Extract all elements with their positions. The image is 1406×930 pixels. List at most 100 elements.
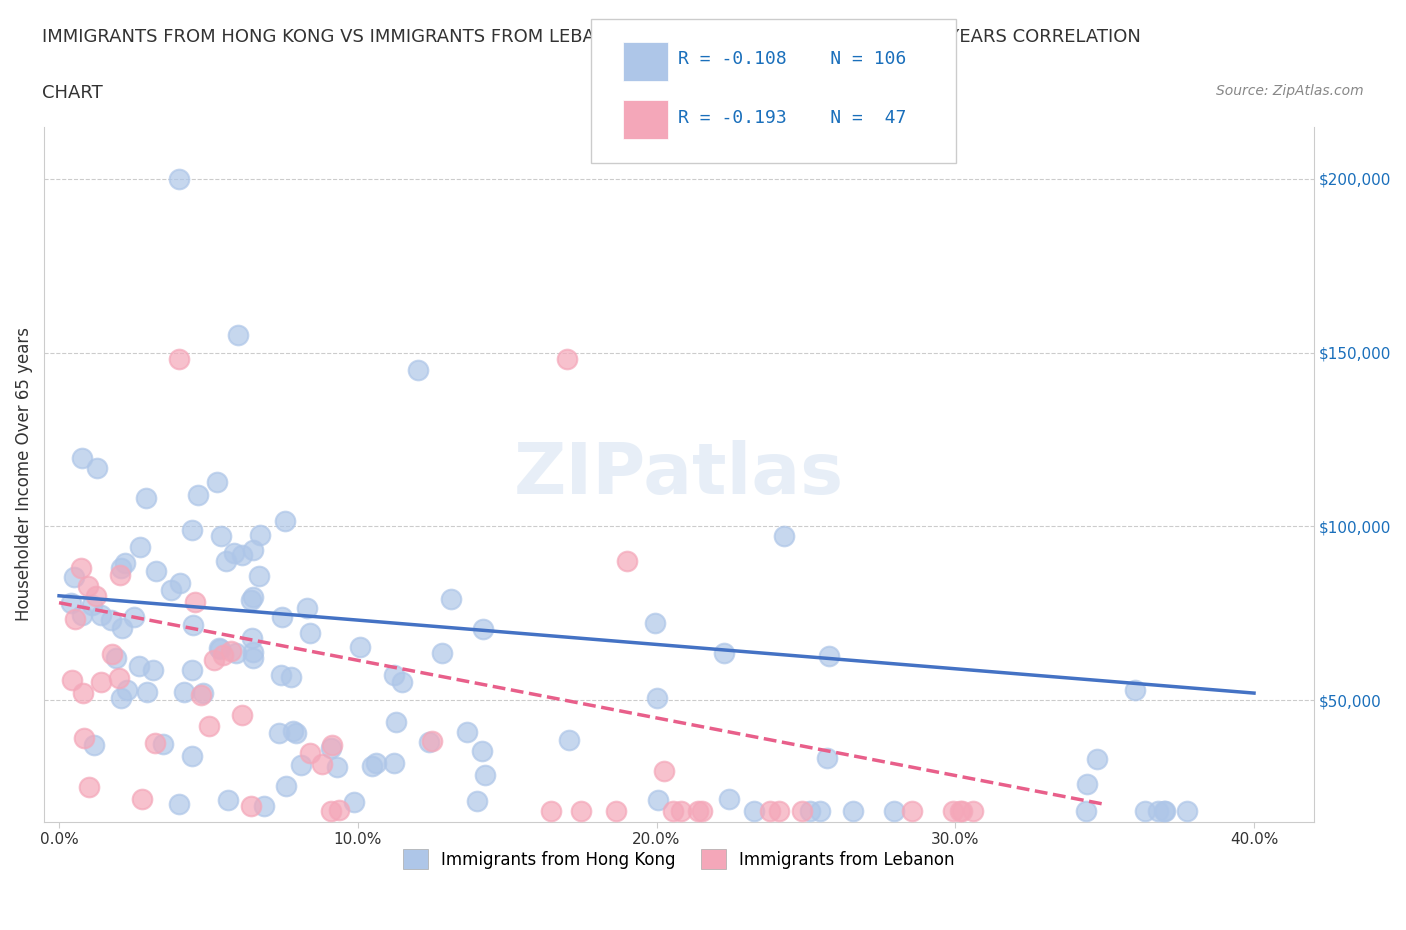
Text: CHART: CHART (42, 84, 103, 101)
Point (644, 616, 666, 631)
Text: Source: ZipAtlas.com: Source: ZipAtlas.com (1216, 84, 1364, 98)
Point (792, 804, 814, 818)
Point (744, 804, 766, 818)
Point (471, 743, 494, 758)
Point (202, 653, 225, 668)
Point (240, 798, 263, 813)
Point (382, 756, 405, 771)
Point (818, 648, 841, 663)
Point (1123, 683, 1146, 698)
Point (647, 792, 669, 807)
Point (360, 759, 382, 774)
Point (143, 736, 166, 751)
Point (1076, 777, 1098, 791)
Point (311, 756, 333, 771)
Point (883, 804, 905, 818)
Point (391, 674, 413, 689)
Point (117, 683, 139, 698)
Point (100, 612, 122, 627)
Point (128, 658, 150, 673)
Point (962, 804, 984, 818)
Text: R = -0.193    N =  47: R = -0.193 N = 47 (678, 109, 905, 127)
Point (197, 719, 219, 734)
Text: ZIPatlas: ZIPatlas (513, 440, 844, 509)
Point (225, 645, 247, 660)
Point (841, 804, 863, 818)
Point (759, 804, 782, 818)
Point (242, 644, 264, 659)
Point (180, 748, 202, 763)
Point (1135, 804, 1157, 818)
Point (950, 804, 973, 818)
Point (215, 553, 238, 568)
Point (270, 609, 292, 624)
Point (242, 543, 264, 558)
Point (269, 725, 291, 740)
Point (555, 352, 578, 367)
Point (173, 684, 195, 699)
Point (84, 589, 107, 604)
Point (616, 553, 638, 568)
Point (167, 797, 190, 812)
Point (135, 684, 157, 699)
Point (385, 714, 408, 729)
Point (671, 804, 693, 818)
Point (167, 171, 190, 186)
Point (662, 804, 685, 818)
Point (209, 528, 232, 543)
Legend: Immigrants from Hong Kong, Immigrants from Lebanon: Immigrants from Hong Kong, Immigrants fr… (396, 843, 962, 876)
Point (145, 564, 167, 578)
Point (70, 607, 93, 622)
Point (72, 731, 94, 746)
Point (295, 601, 318, 616)
Point (181, 618, 204, 632)
Point (366, 755, 388, 770)
Point (90, 607, 112, 622)
Point (180, 523, 202, 538)
Point (319, 740, 342, 755)
Point (105, 651, 128, 666)
Point (114, 556, 136, 571)
Point (110, 560, 132, 575)
Point (768, 804, 790, 818)
Point (382, 668, 405, 683)
Text: R = -0.108    N = 106: R = -0.108 N = 106 (678, 49, 905, 68)
Point (285, 726, 308, 741)
Point (190, 687, 212, 702)
Point (1147, 804, 1170, 818)
Point (242, 590, 264, 604)
Y-axis label: Householder Income Over 65 years: Householder Income Over 65 years (15, 327, 32, 621)
Point (142, 663, 165, 678)
Point (212, 647, 235, 662)
Point (349, 640, 371, 655)
Point (605, 804, 627, 818)
Point (472, 621, 495, 636)
Point (209, 642, 232, 657)
Point (110, 691, 132, 706)
Point (645, 690, 668, 705)
Point (1175, 804, 1198, 818)
Point (83, 737, 105, 752)
Point (901, 804, 924, 818)
Point (231, 548, 253, 563)
Point (77, 578, 100, 593)
Point (60, 673, 83, 688)
Point (1153, 804, 1175, 818)
Point (432, 645, 454, 660)
Point (418, 735, 440, 750)
Point (63, 569, 86, 584)
Point (181, 662, 204, 677)
Point (941, 804, 963, 818)
Point (205, 474, 228, 489)
Point (713, 645, 735, 660)
Point (343, 795, 366, 810)
Point (187, 487, 209, 502)
Point (135, 491, 157, 506)
Point (80, 598, 103, 613)
Point (1085, 751, 1108, 766)
Point (326, 760, 349, 775)
Point (160, 583, 183, 598)
Point (808, 804, 831, 818)
Point (799, 804, 821, 818)
Point (321, 737, 343, 752)
